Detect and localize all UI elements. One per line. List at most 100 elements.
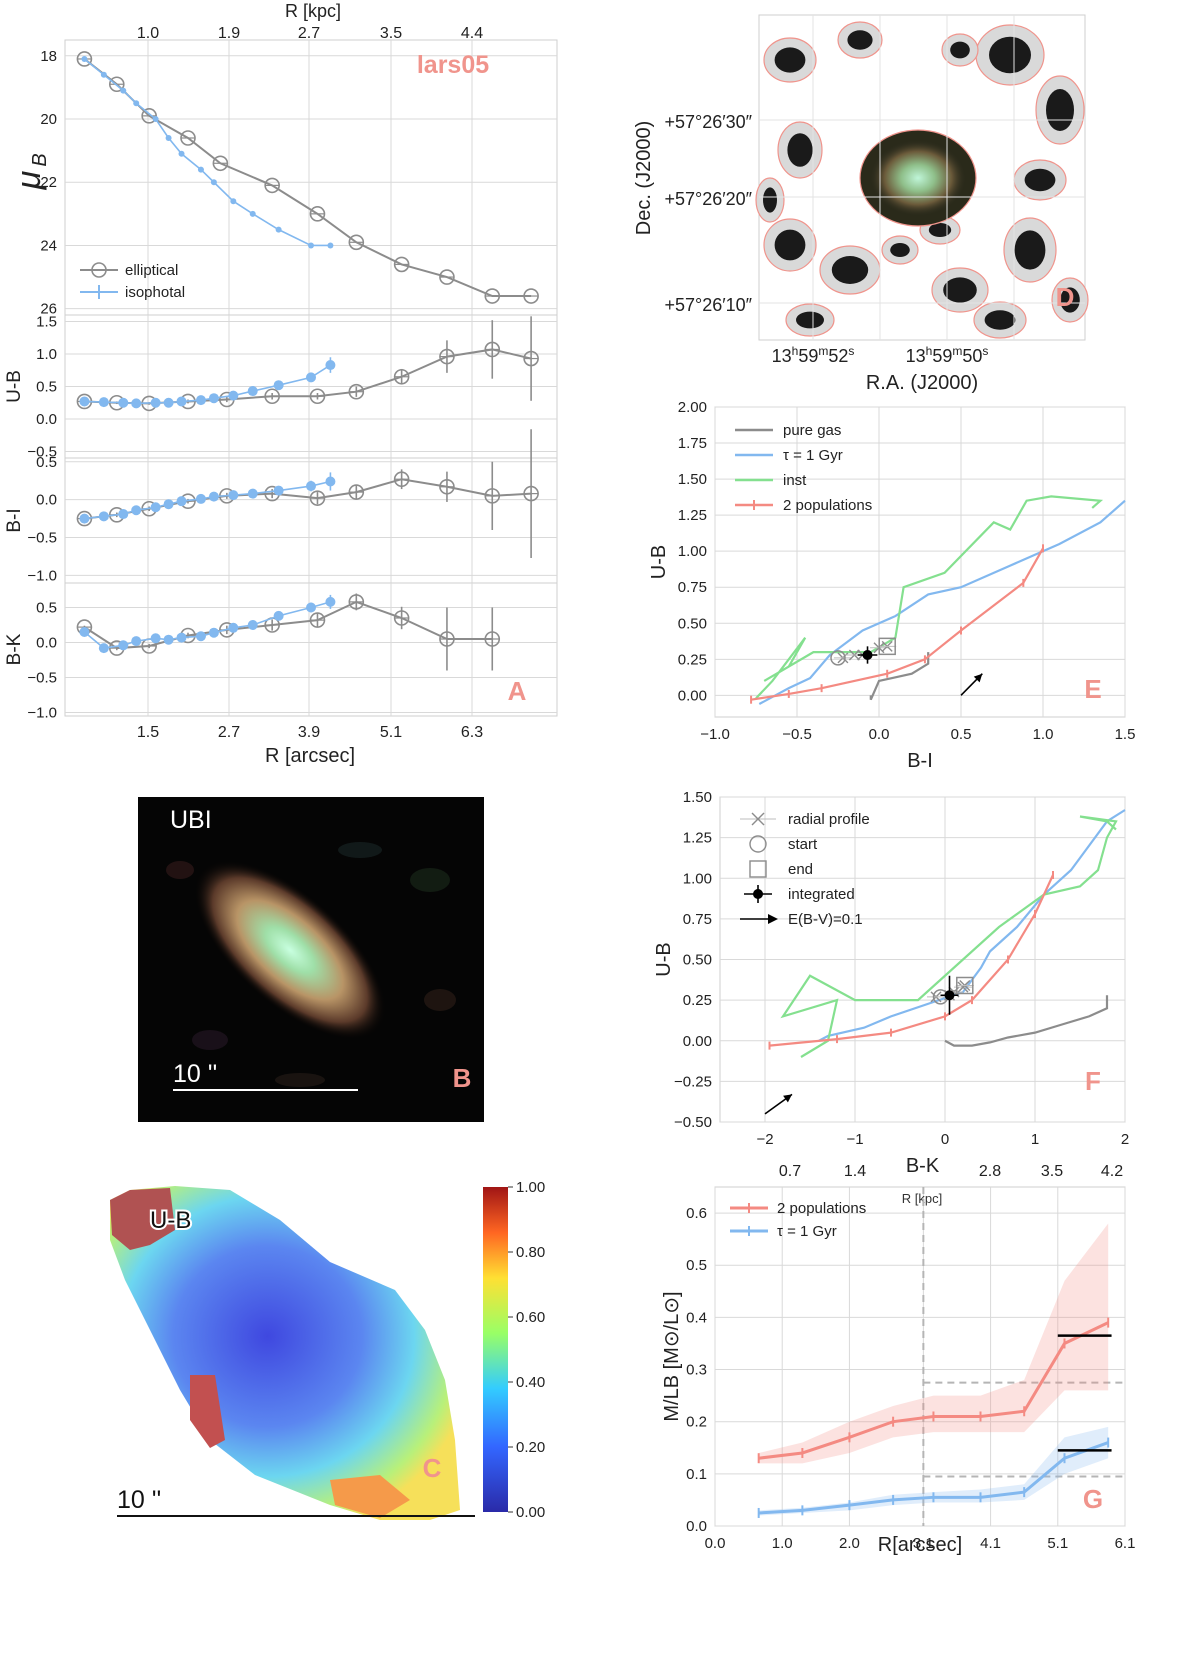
noise-patch-core (984, 310, 1016, 330)
noise-patch-core (1014, 230, 1046, 270)
top-tick-label: 2.8 (979, 1163, 1001, 1180)
legend-marker (753, 889, 763, 899)
colorbar-tick-label: 1.00 (516, 1179, 545, 1196)
legend-marker (749, 860, 767, 878)
noise-patch-core (847, 30, 873, 50)
y-tick-label: 1.00 (683, 870, 712, 887)
data-point-isophotal (249, 210, 256, 217)
series-line--1-gyr (758, 499, 1126, 705)
data-point-isophotal (273, 485, 284, 496)
uncertainty-band (758, 1223, 1109, 1464)
data-point-isophotal (131, 398, 142, 409)
data-point-isophotal (150, 397, 161, 408)
y-tick-label: 1.0 (36, 346, 57, 363)
data-point-isophotal (306, 481, 316, 492)
panel-a-subplot-ub: 1.5 1.0 0.5 0.0 −0.5 U-B (4, 314, 558, 461)
x-tick-label: 0.5 (951, 726, 972, 743)
legend-label: pure gas (783, 422, 841, 439)
y-tick-label: 0.00 (683, 1033, 712, 1050)
y-tick-label: 1.75 (678, 435, 707, 452)
y-axis-label: U-B (648, 545, 670, 579)
data-point-isophotal (308, 242, 314, 249)
noise-patch-core (1060, 287, 1080, 313)
data-point-isophotal (131, 505, 142, 516)
data-point-isophotal (163, 499, 174, 510)
panel-a-xlabel: R [arcsec] (265, 745, 355, 767)
legend-label-elliptical: elliptical (125, 262, 178, 279)
panel-e-color-color: −1.0 −0.5 0.0 0.5 1.0 1.5 2.00 1.75 1.50 1.25 1.00… (648, 399, 1135, 772)
panel-a-subplot-bk: 0.5 0.0 −0.5 −1.0 B-K 1.5 2.7 3.9 5.1 6.3 (4, 582, 558, 741)
y-tick-label: 22 (40, 174, 57, 191)
noise-patch-core (950, 41, 970, 59)
x-tick-label: 1.5 (137, 724, 159, 741)
plot-frame (714, 406, 1126, 718)
y-tick-label: 18 (40, 48, 57, 65)
y-tick-label: 0.3 (686, 1362, 707, 1379)
panel-a-ylabel-sub: B (29, 153, 51, 166)
data-point-isophotal (208, 491, 219, 502)
legend-label: inst (783, 472, 807, 489)
y-tick-label: 20 (40, 111, 57, 128)
colorbar-tick-label: 0.60 (516, 1309, 545, 1326)
data-point-isophotal (273, 610, 284, 621)
panel-b-scale-label: 10 '' (173, 1060, 217, 1088)
panel-c-letter: C (423, 1453, 442, 1483)
legend-label: start (788, 836, 818, 853)
legend-label: 2 populations (783, 497, 872, 514)
data-point-isophotal (176, 632, 187, 643)
y-tick-label: 0.25 (683, 992, 712, 1009)
inner-axis-label: R [kpc] (902, 1191, 942, 1206)
data-point-isophotal (208, 393, 219, 404)
panel-b-label: UBI (170, 806, 212, 834)
data-point-isophotal (178, 150, 185, 157)
y-tick-label: 24 (40, 237, 57, 254)
subplot-frame (64, 39, 558, 316)
y-tick-label: 0.0 (36, 492, 57, 509)
x-tick-label: −1.0 (700, 726, 730, 743)
subplot-frame (64, 457, 558, 584)
x-tick-label: 6.3 (461, 724, 483, 741)
data-point-isophotal (197, 166, 204, 173)
data-point-isophotal (79, 396, 90, 407)
x-tick-label: −2 (756, 1131, 773, 1148)
noise-patch-core (774, 47, 806, 73)
data-point-isophotal (325, 596, 336, 607)
noise-patch-core (928, 223, 952, 237)
y-tick-label: 0.75 (683, 911, 712, 928)
legend-label: end (788, 861, 813, 878)
y-tick-label: 1.50 (678, 471, 707, 488)
x-tick-label: 1.0 (772, 1535, 793, 1552)
x-tick-label: 2 (1121, 1131, 1129, 1148)
top-tick-label: 4.2 (1101, 1163, 1123, 1180)
y-tick-label: 0.0 (686, 1518, 707, 1535)
panel-a-ylabel: U-B (4, 370, 25, 403)
data-point-isophotal (247, 488, 258, 499)
data-point-isophotal (98, 397, 109, 408)
start-marker (830, 650, 846, 666)
legend-label: τ = 1 Gyr (777, 1223, 837, 1240)
data-point-isophotal (275, 226, 282, 233)
legend: pure gas τ = 1 Gyr inst 2 populations (735, 422, 872, 514)
panel-a-ylabel: μ (10, 170, 48, 190)
colorbar-tick-label: 0.00 (516, 1504, 545, 1521)
panel-a-top-ticks: 1.0 1.9 2.7 3.5 4.4 (137, 25, 483, 42)
y-tick-label: 0.0 (36, 635, 57, 652)
data-point-isophotal (325, 360, 336, 371)
panel-c-color-map: 1.00 0.80 0.60 0.40 0.20 0.00 U-B 10 '' C (110, 1179, 545, 1521)
y-tick-label: −0.5 (27, 444, 57, 461)
reddening-arrowhead (973, 673, 983, 683)
x-tick-label: −1 (846, 1131, 863, 1148)
data-point-isophotal (230, 198, 237, 205)
noise-patch-core (890, 243, 910, 257)
data-point-isophotal (133, 100, 140, 107)
x-tick-label: 6.1 (1115, 1535, 1136, 1552)
y-tick-label: 0.5 (686, 1257, 707, 1274)
series-line-isophotal (83, 58, 331, 247)
top-tick-label: 3.5 (1041, 1163, 1063, 1180)
x-tick-label: 1 (1031, 1131, 1039, 1148)
series-line--1-gyr (818, 809, 1126, 1042)
legend-marker-elliptical (91, 262, 107, 278)
panel-c-red-corner-top (110, 1188, 175, 1250)
y-tick-label: −0.50 (674, 1114, 712, 1131)
panel-c-colorbar-ticks: 1.00 0.80 0.60 0.40 0.20 0.00 (508, 1179, 545, 1521)
